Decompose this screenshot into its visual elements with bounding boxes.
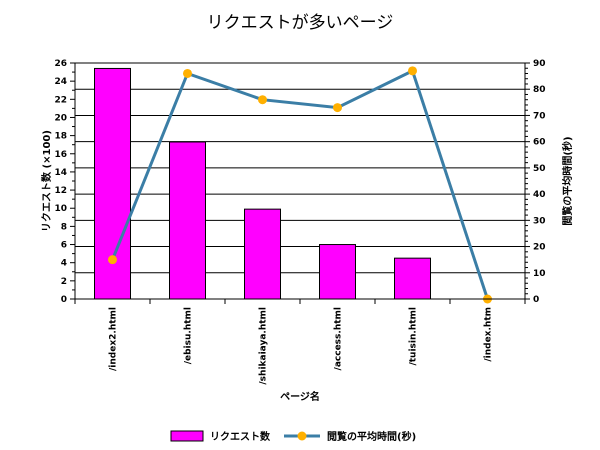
tick-label: 60 [533,138,546,148]
legend: リクエスト数 閲覧の平均時間(秒) [170,430,416,443]
line-point [258,95,267,105]
tick-label: 80 [533,85,546,95]
tick-label: 10 [533,269,546,279]
category-label: /ebisu.html [184,307,194,364]
tick-label: 18 [54,132,67,142]
series-line [111,68,489,300]
tick-label: 30 [533,216,546,226]
bar [394,257,431,300]
right-axis-ticks: 0 10 20 30 40 50 60 70 80 90 [525,59,546,305]
line-point [333,103,342,113]
tick-label: 16 [54,150,67,160]
legend-label: リクエスト数 [210,430,271,443]
tick-label: 22 [54,95,67,105]
tick-label: 4 [61,259,67,269]
line-point [408,66,417,76]
bar [169,141,206,300]
y-axis-left-label: リクエスト数 (×100) [40,130,53,232]
tick-label: 20 [54,113,67,123]
tick-label: 24 [54,77,67,87]
tick-label: 10 [54,204,67,214]
tick-label: 2 [61,277,67,287]
legend-marker [297,431,307,441]
tick-label: 12 [54,186,67,196]
tick-label: 40 [533,190,546,200]
bar [94,67,131,300]
tick-label: 20 [533,243,546,253]
line-series [108,66,492,304]
category-label: /index.htm [484,307,494,362]
tick-label: 14 [54,168,67,178]
grid-lines [75,62,525,274]
tick-label: 6 [61,241,67,251]
x-axis-label: ページ名 [280,390,320,403]
line-point [183,68,192,78]
chart-title: リクエストが多いページ [207,13,394,33]
tick-label: 90 [533,59,546,69]
y-axis-right-label: 閲覧の平均時間(秒) [561,136,574,225]
tick-label: 70 [533,111,546,121]
tick-label: 8 [61,222,67,232]
tick-label: 50 [533,164,546,174]
line-point [108,255,117,265]
axes [74,63,526,300]
bar [319,244,356,300]
category-label: /index2.html [109,307,119,371]
bar [244,208,281,300]
category-label: /access.html [334,307,344,370]
bars [94,67,431,300]
tick-label: 26 [54,59,67,69]
tick-label: 0 [533,295,539,305]
tick-label: 0 [61,295,67,305]
legend-bar-swatch [170,430,204,442]
category-label: /tuisin.html [409,307,419,366]
category-label: /shikaiaya.html [259,307,269,385]
legend-label: 閲覧の平均時間(秒) [327,430,416,443]
category-labels: /index2.html/ebisu.html/shikaiaya.html/a… [74,299,526,385]
